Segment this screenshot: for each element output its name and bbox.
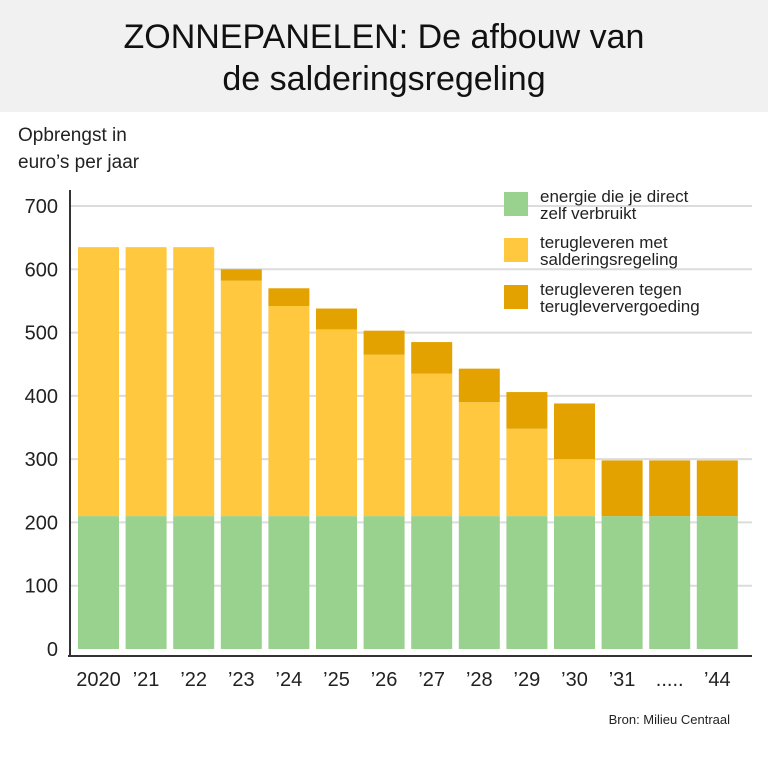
- chart-title: ZONNEPANELEN: De afbouw van de saldering…: [0, 16, 768, 100]
- y-tick-label: 100: [25, 576, 58, 598]
- x-tick-label: 2020: [76, 669, 121, 691]
- x-tick-label: ’23: [228, 669, 255, 691]
- bar-segment: [220, 280, 262, 517]
- bar-segment: [696, 516, 738, 649]
- bar-segment: [554, 459, 595, 517]
- bar-segment: [316, 516, 357, 649]
- y-tick-label: 600: [25, 259, 58, 281]
- x-tick-label: ’26: [371, 669, 398, 691]
- legend-label: salderingsregeling: [540, 250, 678, 269]
- chart-title-line-2: de salderingsregeling: [222, 60, 546, 98]
- x-tick-label: ’24: [276, 669, 303, 691]
- bar-segment: [649, 460, 691, 517]
- bar-segment: [554, 403, 595, 460]
- bar-segment: [268, 516, 310, 649]
- x-tick-label: ’22: [180, 669, 207, 691]
- chart-title-line-1: ZONNEPANELEN: De afbouw van: [123, 18, 645, 56]
- bar-segment: [125, 247, 167, 517]
- y-tick-label: 700: [25, 196, 58, 218]
- x-tick-label: ’29: [514, 669, 541, 691]
- x-tick-label: ’30: [561, 669, 588, 691]
- bar-segment: [411, 373, 453, 517]
- bar-segment: [649, 516, 691, 649]
- bar-segment: [316, 308, 357, 330]
- x-tick-label: ’28: [466, 669, 493, 691]
- legend-label: terugleveren tegen: [540, 280, 682, 299]
- bar-segment: [506, 428, 548, 517]
- bar-segment: [554, 516, 595, 649]
- y-axis-label-line-2: euro’s per jaar: [18, 152, 140, 173]
- bar-segment: [220, 269, 262, 281]
- bar-segment: [601, 460, 643, 517]
- bar-segment: [173, 516, 215, 649]
- x-tick-label: ’21: [133, 669, 160, 691]
- x-tick-label: ’25: [323, 669, 350, 691]
- x-tick-label: ’44: [704, 669, 731, 691]
- y-tick-label: 300: [25, 449, 58, 471]
- y-axis-label: Opbrengst in euro’s per jaar: [18, 122, 139, 176]
- bar-segment: [411, 342, 453, 374]
- bar-segment: [220, 516, 262, 649]
- title-band: [0, 0, 768, 112]
- legend-label: terugleveren met: [540, 233, 668, 252]
- y-axis-label-line-1: Opbrengst in: [18, 125, 127, 146]
- bar-segment: [696, 460, 738, 517]
- x-tick-label: ’27: [418, 669, 445, 691]
- bar-segment: [506, 392, 548, 429]
- bar-segment: [78, 516, 119, 649]
- bar-segment: [363, 330, 405, 355]
- legend-swatch: [504, 285, 528, 309]
- bar-segment: [506, 516, 548, 649]
- bar-segment: [411, 516, 453, 649]
- bar-segment: [268, 305, 310, 517]
- legend-label: zelf verbruikt: [540, 204, 637, 223]
- legend-label: terugleververgoeding: [540, 297, 700, 316]
- bar-segment: [458, 368, 500, 403]
- y-tick-label: 400: [25, 386, 58, 408]
- legend-swatch: [504, 192, 528, 216]
- bar-segment: [458, 516, 500, 649]
- bar-segment: [78, 247, 119, 517]
- bar-segment: [316, 329, 357, 517]
- bar-segment: [268, 288, 310, 306]
- y-tick-label: 200: [25, 512, 58, 534]
- y-tick-label: 500: [25, 323, 58, 345]
- bar-segment: [458, 402, 500, 517]
- legend-swatch: [504, 238, 528, 262]
- bar-segment: [363, 516, 405, 649]
- source-note: Bron: Milieu Centraal: [608, 712, 730, 727]
- y-tick-label: 0: [47, 639, 58, 661]
- legend-label: energie die je direct: [540, 187, 689, 206]
- x-tick-label: .....: [656, 669, 684, 691]
- bar-segment: [125, 516, 167, 649]
- x-tick-label: ’31: [609, 669, 636, 691]
- bar-segment: [601, 516, 643, 649]
- bar-segment: [173, 247, 215, 517]
- bar-segment: [363, 354, 405, 517]
